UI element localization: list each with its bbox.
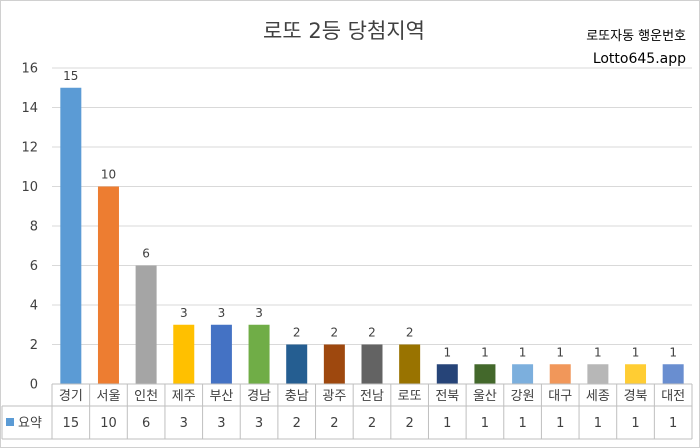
- brand-label: 로또자동 행운번호: [586, 28, 686, 44]
- category-label: 부산: [209, 389, 233, 404]
- category-label: 세종: [586, 389, 610, 404]
- legend-swatch: [6, 418, 14, 426]
- category-label: 광주: [322, 389, 346, 404]
- bar: [662, 364, 684, 384]
- bar: [436, 364, 458, 384]
- bar: [587, 364, 609, 384]
- bar: [323, 344, 345, 384]
- table-value: 6: [142, 416, 150, 431]
- category-label: 울산: [473, 389, 497, 404]
- category-label: 전남: [360, 389, 384, 404]
- data-label: 1: [594, 345, 602, 359]
- category-label: 경기: [59, 389, 83, 404]
- data-label: 2: [406, 326, 414, 340]
- data-label: 3: [255, 306, 263, 320]
- category-label: 강원: [511, 389, 535, 404]
- table-value: 2: [293, 416, 301, 431]
- category-label: 인천: [134, 389, 158, 404]
- data-label: 1: [519, 345, 527, 359]
- y-axis: 0 2 4 6 8 10 12 14 16: [21, 62, 38, 393]
- bar: [361, 344, 383, 384]
- bar: [210, 324, 232, 384]
- data-label: 2: [368, 326, 376, 340]
- bar: [399, 344, 421, 384]
- site-label: Lotto645.app: [593, 51, 686, 67]
- y-tick-label: 6: [30, 259, 38, 274]
- bar: [97, 186, 119, 384]
- y-tick-label: 12: [21, 141, 38, 156]
- gridlines: [52, 67, 692, 345]
- table-value: 1: [443, 416, 451, 431]
- bar: [512, 364, 534, 384]
- y-tick-label: 16: [21, 62, 38, 77]
- table-value: 1: [481, 416, 489, 431]
- category-label: 충남: [285, 389, 309, 404]
- data-label: 15: [63, 69, 78, 83]
- table-value: 2: [406, 416, 414, 431]
- data-table: 경기 15 서울 10 인천 6 제주 3 부산 3 경남 3 충남 2 광주 2 전남 2 로또 2 전북 1 울산 1 강원…: [1, 383, 693, 440]
- bar: [549, 364, 571, 384]
- series-name: 요약: [18, 416, 42, 431]
- table-value: 2: [368, 416, 376, 431]
- category-label: 전북: [435, 389, 459, 404]
- y-tick-label: 10: [21, 180, 38, 195]
- data-label: 10: [101, 168, 116, 182]
- category-label: 제주: [172, 389, 196, 404]
- bar: [135, 265, 157, 384]
- table-value: 2: [330, 416, 338, 431]
- data-labels: 15 10 6 3 3 3 2 2 2 2 1 1 1 1 1 1 1: [63, 69, 677, 360]
- table-value: 1: [631, 416, 639, 431]
- data-label: 6: [142, 247, 150, 261]
- data-label: 1: [632, 345, 640, 359]
- y-tick-label: 14: [21, 101, 38, 116]
- data-label: 2: [331, 326, 339, 340]
- bar: [474, 364, 496, 384]
- data-label: 3: [180, 306, 188, 320]
- table-value: 1: [669, 416, 677, 431]
- category-label: 대전: [661, 389, 685, 404]
- y-tick-label: 4: [30, 299, 38, 314]
- y-tick-label: 2: [30, 338, 38, 353]
- category-label: 경남: [247, 389, 271, 404]
- category-label: 경북: [624, 389, 648, 404]
- category-label: 로또: [398, 389, 422, 404]
- data-label: 2: [293, 326, 301, 340]
- category-label: 서울: [97, 389, 121, 404]
- data-label: 1: [443, 345, 451, 359]
- y-tick-label: 0: [30, 378, 38, 393]
- data-label: 1: [481, 345, 489, 359]
- data-label: 3: [218, 306, 226, 320]
- data-label: 1: [669, 345, 677, 359]
- bars: [60, 87, 684, 384]
- table-value: 3: [180, 416, 188, 431]
- table-value: 15: [63, 416, 80, 431]
- bar: [625, 364, 647, 384]
- table-value: 10: [100, 416, 117, 431]
- chart-title: 로또 2등 당첨지역: [263, 19, 425, 43]
- data-label: 1: [556, 345, 564, 359]
- table-value: 3: [217, 416, 225, 431]
- bar: [60, 87, 82, 384]
- y-tick-label: 8: [30, 220, 38, 235]
- category-label: 대구: [548, 389, 572, 404]
- bar: [248, 324, 270, 384]
- table-value: 1: [556, 416, 564, 431]
- table-value: 1: [518, 416, 526, 431]
- bar: [173, 324, 195, 384]
- bar: [286, 344, 308, 384]
- table-value: 3: [255, 416, 263, 431]
- table-value: 1: [594, 416, 602, 431]
